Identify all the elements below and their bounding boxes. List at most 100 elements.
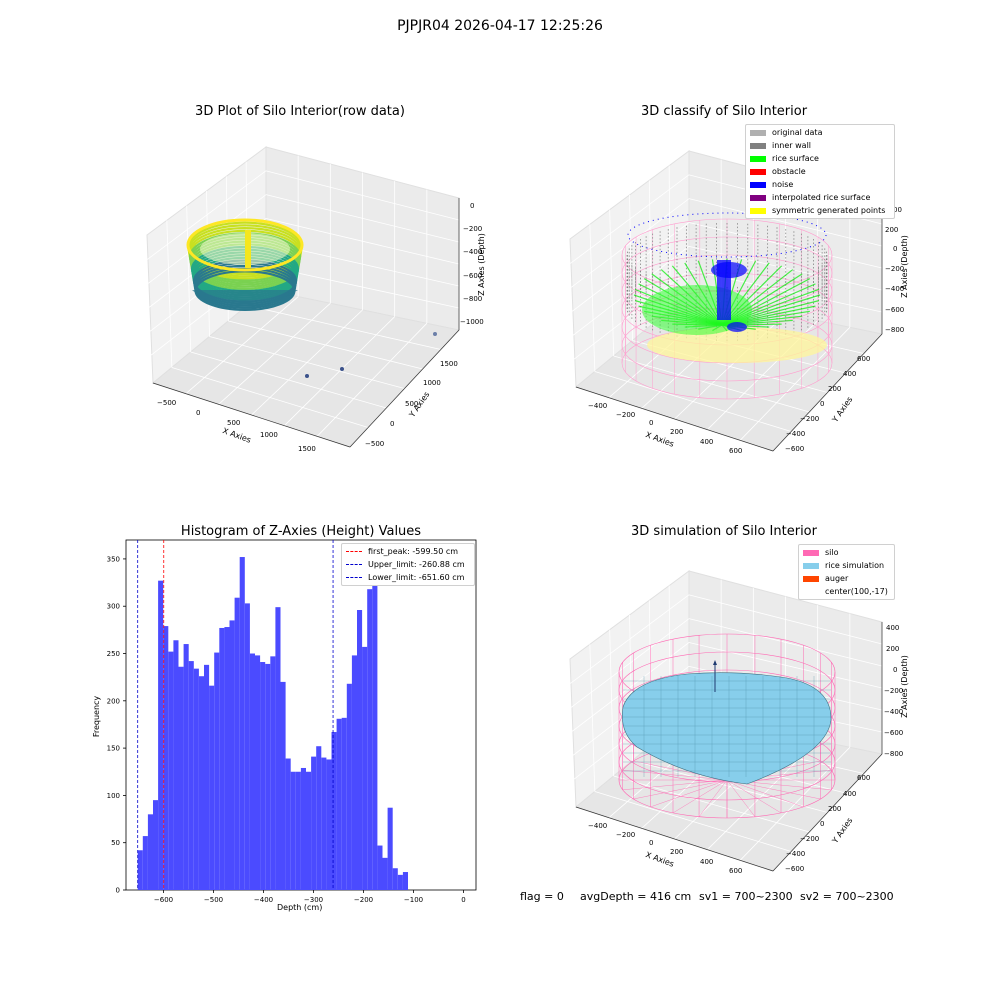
tick: 0	[649, 839, 654, 847]
legend-item: symmetric generated points	[746, 204, 894, 217]
tick: 1500	[298, 445, 316, 453]
hist-bar	[346, 683, 352, 890]
legend-item: first_peak: -599.50 cm	[342, 545, 474, 558]
hist-bar	[336, 718, 342, 890]
legend-label: symmetric generated points	[772, 206, 886, 215]
hist-bar	[147, 814, 153, 890]
tick: 200	[886, 645, 900, 653]
y-tick-label: 250	[107, 650, 120, 658]
legend-label: interpolated rice surface	[772, 193, 871, 202]
tick: −200	[616, 831, 636, 839]
x-tick-label: −100	[404, 896, 423, 904]
hist-bar	[265, 663, 271, 890]
hist-bar	[198, 676, 204, 890]
tick: −200	[885, 265, 905, 273]
hist-bar	[280, 681, 286, 890]
tick: −600	[785, 445, 805, 453]
hist-bar	[357, 610, 363, 890]
tick: −400	[885, 285, 905, 293]
hist-bar	[367, 589, 373, 890]
legend-label: center(100,-17)	[825, 587, 888, 596]
tick: 1500	[440, 360, 458, 368]
hist-bar	[193, 668, 199, 890]
status-flag: flag = 0	[520, 890, 564, 903]
swatch-auger	[803, 575, 819, 582]
hist-bar	[219, 627, 225, 890]
y-tick-label: 350	[107, 555, 120, 563]
legend-label: noise	[772, 180, 794, 189]
tick: 0	[390, 420, 395, 428]
swatch-center	[803, 589, 819, 595]
hist-ylabel: Frequency	[92, 695, 102, 738]
hist-bar	[321, 757, 327, 890]
tick: 0	[649, 419, 654, 427]
tick: −400	[884, 708, 904, 716]
hist-bar	[209, 685, 215, 890]
tick: −600	[463, 272, 483, 280]
legend-item: obstacle	[746, 165, 894, 178]
legend-label: Lower_limit: -651.60 cm	[368, 573, 465, 582]
legend-label: original data	[772, 128, 823, 137]
hist-bar	[239, 557, 245, 890]
hist-bar	[224, 627, 230, 890]
hist-bar	[183, 644, 189, 890]
hist-bar	[377, 845, 383, 890]
legend-item: noise	[746, 178, 894, 191]
tick: −200	[800, 835, 820, 843]
plot4-legend: silo rice simulation auger center(100,-1…	[798, 544, 895, 600]
swatch-noise	[750, 181, 766, 188]
plot2-title: 3D classify of Silo Interior	[640, 104, 808, 119]
hist-bar	[255, 655, 261, 890]
status-avg-depth: avgDepth = 416 cm	[580, 890, 692, 903]
swatch-rice-surface	[750, 155, 766, 162]
tick: 600	[729, 447, 743, 455]
hist-bar	[285, 758, 291, 890]
hist-bar	[153, 800, 159, 890]
plot1-title: 3D Plot of Silo Interior(row data)	[195, 104, 405, 119]
tick: −200	[800, 415, 820, 423]
y-tick-label: 0	[116, 887, 120, 895]
tick: 400	[886, 624, 900, 632]
tick: −600	[885, 306, 905, 314]
x-tick-label: −400	[254, 896, 273, 904]
tick: −600	[785, 865, 805, 873]
x-tick-label: −500	[204, 896, 223, 904]
x-tick-label: 0	[461, 896, 465, 904]
hist-bar	[260, 662, 266, 890]
hist-bar	[158, 580, 164, 890]
hist-bar	[275, 607, 281, 890]
hist-bar	[142, 836, 148, 890]
swatch-interp-rice	[750, 194, 766, 201]
hist-bar	[188, 661, 194, 890]
tick: −800	[463, 295, 483, 303]
tick: 600	[857, 355, 871, 363]
legend-item: Upper_limit: -260.88 cm	[342, 558, 474, 571]
hist-bar	[229, 620, 235, 890]
tick: −400	[463, 248, 483, 256]
x-tick-label: −200	[354, 896, 373, 904]
hist-bar	[397, 874, 403, 890]
tick: 00	[893, 206, 902, 214]
hist-bar	[331, 732, 337, 890]
legend-label: Upper_limit: -260.88 cm	[368, 560, 465, 569]
legend-item: Lower_limit: -651.60 cm	[342, 571, 474, 584]
hist-bar	[249, 653, 255, 890]
legend-item: silo	[799, 546, 894, 559]
legend-label: auger	[825, 574, 849, 583]
tick: 0	[893, 245, 898, 253]
hist-bar	[306, 771, 312, 890]
hist-bar	[311, 756, 317, 890]
y-tick-label: 50	[111, 839, 120, 847]
hist-bar	[382, 857, 388, 890]
tick: 400	[700, 858, 714, 866]
hist-bar	[387, 807, 393, 890]
tick: −600	[884, 729, 904, 737]
tick: 0	[820, 400, 825, 408]
legend-item: center(100,-17)	[799, 585, 894, 598]
swatch-rice-sim	[803, 562, 819, 569]
legend-label: first_peak: -599.50 cm	[368, 547, 459, 556]
tick: 0	[820, 820, 825, 828]
tick: 200	[828, 385, 842, 393]
legend-item: rice surface	[746, 152, 894, 165]
